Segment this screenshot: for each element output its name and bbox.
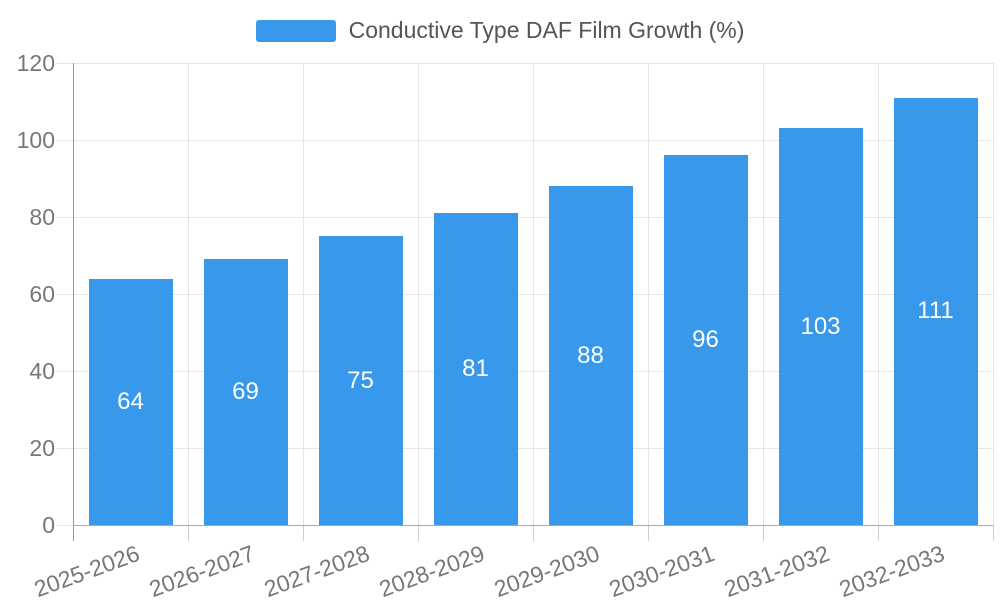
bar [893, 97, 978, 525]
y-axis-line [72, 63, 74, 541]
bar [203, 259, 288, 525]
y-gridline [57, 216, 993, 218]
bar [548, 186, 633, 525]
x-axis-tick [532, 525, 534, 541]
x-axis-tick [877, 525, 879, 541]
x-axis-tick [187, 525, 189, 541]
y-gridline [57, 293, 993, 295]
bar [433, 213, 518, 525]
x-gridline [187, 63, 189, 525]
y-tick-label: 80 [29, 204, 55, 230]
y-tick-label: 0 [42, 512, 55, 538]
bar-value-label: 64 [117, 387, 144, 415]
bar-value-label: 88 [577, 341, 604, 369]
bar [663, 155, 748, 525]
x-gridline [302, 63, 304, 525]
bar [318, 236, 403, 525]
bar-value-label: 111 [917, 297, 954, 325]
y-tick-label: 20 [29, 435, 55, 461]
legend-swatch [255, 19, 336, 42]
x-axis-tick [302, 525, 304, 541]
bar-value-label: 103 [800, 312, 841, 340]
bar-value-label: 69 [232, 378, 259, 406]
y-gridline [57, 370, 993, 372]
y-gridline [57, 62, 993, 64]
x-gridline [877, 63, 879, 525]
bar [778, 128, 863, 525]
x-gridline [992, 63, 994, 525]
bar-value-label: 81 [462, 355, 489, 383]
y-tick-label: 100 [16, 127, 55, 153]
y-gridline [57, 139, 993, 141]
x-axis-tick [417, 525, 419, 541]
y-tick-label: 60 [29, 281, 55, 307]
x-axis-tick [647, 525, 649, 541]
legend-label: Conductive Type DAF Film Growth (%) [348, 17, 745, 43]
bar [88, 278, 173, 525]
legend-item[interactable]: Conductive Type DAF Film Growth (%) [0, 17, 1000, 44]
bar-value-label: 75 [347, 366, 374, 394]
bar-value-label: 96 [692, 326, 719, 354]
x-axis-line [73, 524, 993, 526]
x-gridline [417, 63, 419, 525]
y-tick-label: 40 [29, 358, 55, 384]
x-gridline [647, 63, 649, 525]
y-gridline [57, 447, 993, 449]
x-gridline [532, 63, 534, 525]
x-axis-tick [992, 525, 994, 541]
x-gridline [762, 63, 764, 525]
x-axis-tick [762, 525, 764, 541]
y-tick-label: 120 [16, 50, 55, 76]
